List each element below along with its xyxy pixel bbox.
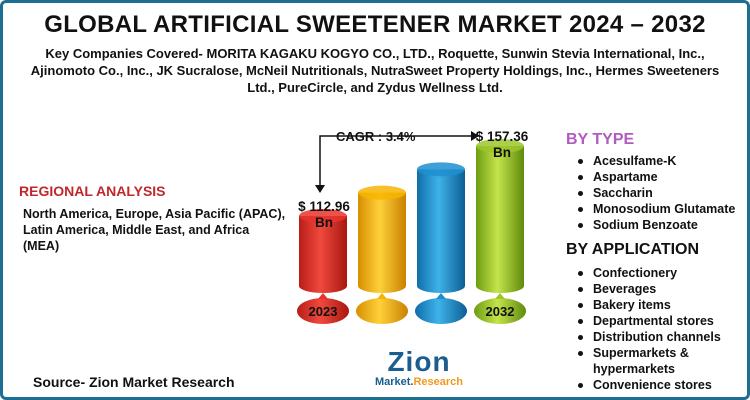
application-item: Departmental stores: [578, 313, 747, 329]
application-item: Distribution channels: [578, 329, 747, 345]
market-bar-chart: 2023 2032: [297, 131, 526, 324]
application-item: Supermarkets & hypermarkets: [578, 345, 747, 377]
logo-subtitle: Market.Research: [374, 376, 464, 388]
year-label: 2023: [309, 304, 338, 319]
bar-4: [476, 139, 524, 293]
year-oval-1: 2023: [297, 293, 349, 324]
start-value-label: $ 112.96 Bn: [298, 199, 350, 230]
cagr-arrow: [319, 135, 473, 188]
logo-wordmark: Zion: [387, 346, 451, 377]
type-item: Aspartame: [578, 169, 735, 185]
year-oval-4: 2032: [474, 293, 526, 324]
page-title: GLOBAL ARTIFICIAL SWEETENER MARKET 2024 …: [44, 11, 706, 38]
by-application-heading: BY APPLICATION: [566, 241, 700, 258]
regional-analysis-text: North America, Europe, Asia Pacific (APA…: [23, 207, 286, 253]
regional-analysis-heading: REGIONAL ANALYSIS: [19, 183, 166, 199]
cagr-arrow-head-down: [315, 185, 325, 193]
by-type-heading: BY TYPE: [566, 131, 635, 148]
bar-2: [358, 185, 406, 293]
type-item: Monosodium Glutamate: [578, 201, 735, 217]
year-label: 2032: [486, 304, 515, 319]
zion-logo: Zion Market.Research: [369, 348, 469, 392]
source-text: Source- Zion Market Research: [33, 374, 235, 390]
by-application-list: Confectionery Beverages Bakery items Dep…: [578, 265, 747, 393]
bar-1: [299, 209, 347, 293]
cagr-label: CAGR : 3.4%: [336, 129, 416, 144]
by-type-list: Acesulfame-K Aspartame Saccharin Monosod…: [578, 153, 735, 233]
year-oval-3: [415, 293, 467, 324]
bar-3: [417, 162, 465, 293]
type-item: Saccharin: [578, 185, 735, 201]
application-item: Confectionery: [578, 265, 747, 281]
cagr-arrow-head-right: [471, 131, 479, 141]
application-item: Convenience stores: [578, 377, 747, 393]
type-item: Sodium Benzoate: [578, 217, 735, 233]
end-value-label: $ 157.36 Bn: [475, 129, 529, 160]
application-item: Beverages: [578, 281, 747, 297]
application-item: Bakery items: [578, 297, 747, 313]
type-item: Acesulfame-K: [578, 153, 735, 169]
key-companies-text: Key Companies Covered- MORITA KAGAKU KOG…: [30, 46, 720, 95]
year-oval-2: [356, 293, 408, 324]
